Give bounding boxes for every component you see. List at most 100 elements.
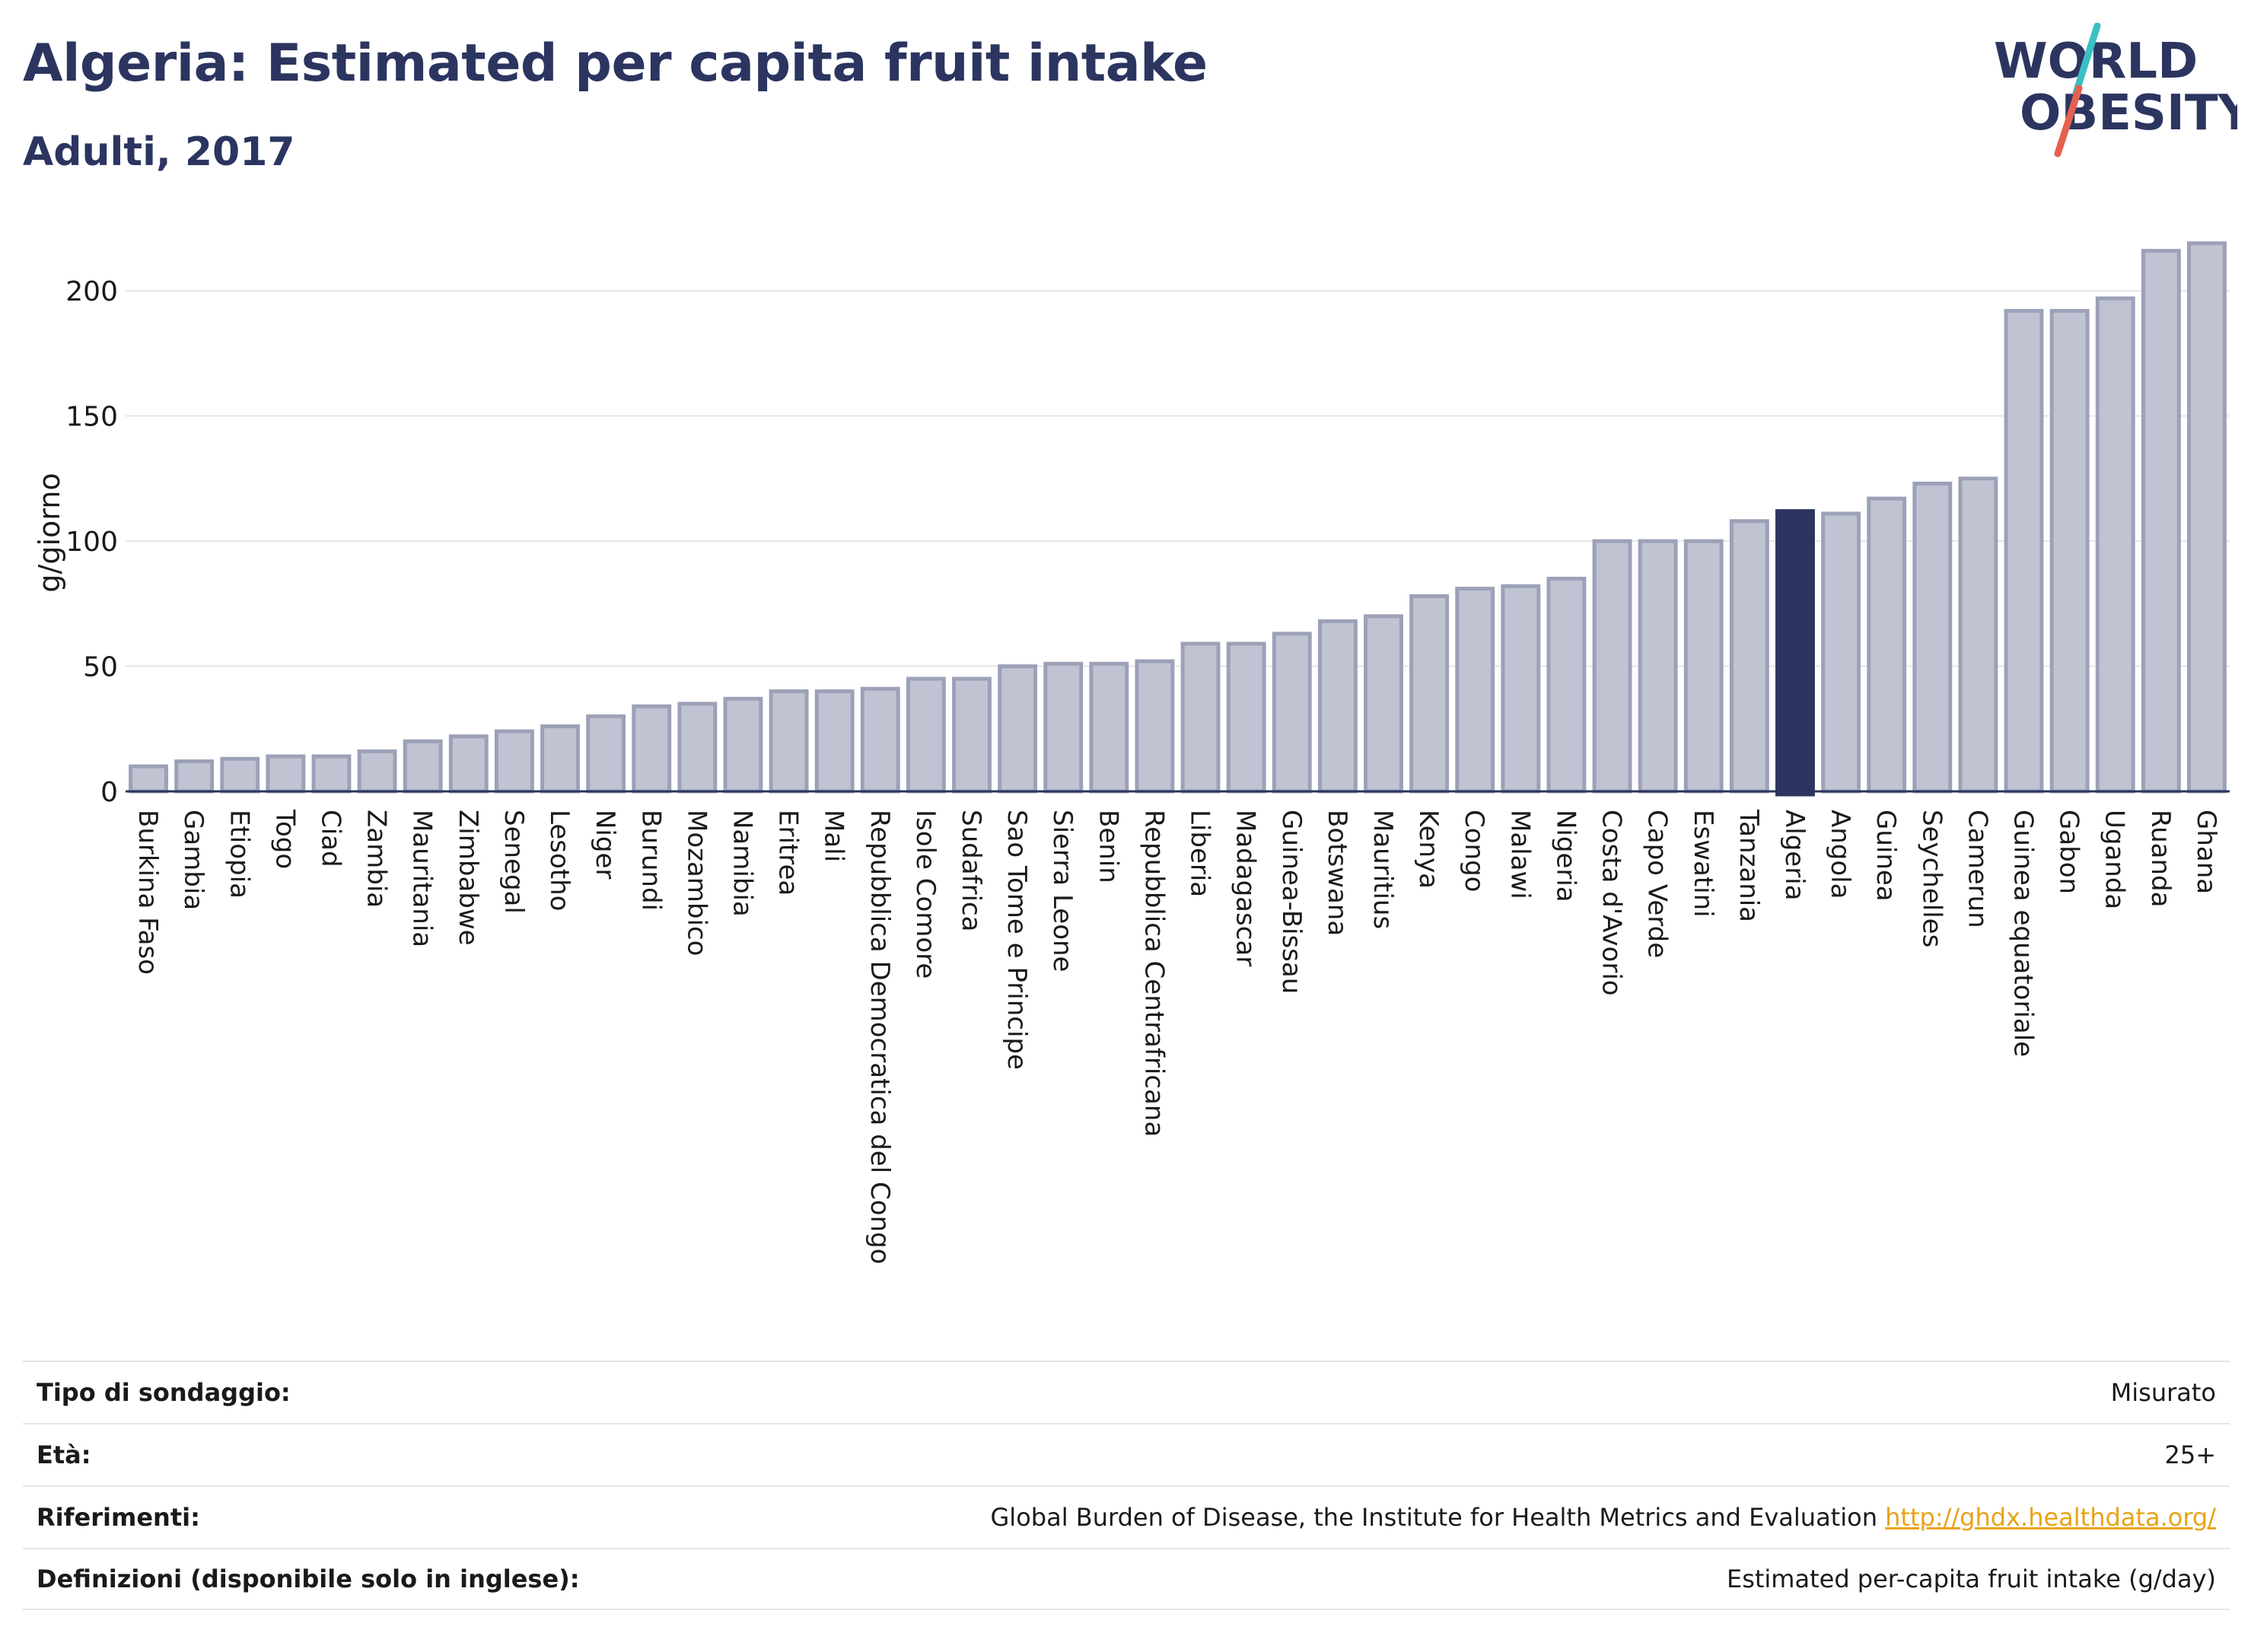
- bar: [586, 714, 626, 794]
- info-label: Età:: [37, 1440, 91, 1469]
- reference-link[interactable]: http://ghdx.healthdata.org/: [1885, 1503, 2216, 1532]
- bar: [1455, 587, 1495, 794]
- bar: [2004, 309, 2044, 794]
- x-tick-label: Isole Comore: [910, 810, 941, 979]
- x-tick-label: Etiopia: [224, 810, 254, 899]
- info-label: Riferimenti:: [37, 1503, 200, 1532]
- info-row-survey-type: Tipo di sondaggio: Misurato: [23, 1361, 2230, 1423]
- bar-chart: 0 50 100 150 200 g/giorno Burkina Faso Gambia…: [33, 241, 2230, 1264]
- bar: [860, 686, 900, 794]
- info-label: Tipo di sondaggio:: [37, 1378, 291, 1407]
- bar: [1364, 614, 1403, 794]
- y-tick-label: 0: [100, 777, 118, 808]
- info-value: Global Burden of Disease, the Institute …: [991, 1503, 2217, 1532]
- bars: [129, 241, 2227, 797]
- x-tick-label: Liberia: [1185, 810, 1215, 897]
- bar: [174, 759, 215, 794]
- bar: [998, 664, 1038, 794]
- x-tick-label: Capo Verde: [1642, 810, 1673, 958]
- y-axis-ticks: 0 50 100 150 200: [65, 276, 118, 808]
- info-value: Misurato: [2110, 1378, 2216, 1407]
- bar: [1272, 632, 1312, 794]
- bar: [2141, 249, 2181, 794]
- bar: [1317, 619, 1358, 794]
- bar: [1638, 539, 1678, 794]
- bar: [403, 739, 443, 794]
- x-tick-label: Eswatini: [1688, 810, 1718, 918]
- x-tick-label: Malawi: [1504, 810, 1535, 899]
- bar: [494, 729, 534, 794]
- bar: [1867, 496, 1907, 794]
- x-tick-label: Seychelles: [1916, 810, 1947, 947]
- bar: [1683, 539, 1724, 794]
- x-tick-label: Nigeria: [1550, 810, 1581, 902]
- info-value: 25+: [2164, 1440, 2216, 1469]
- y-tick-label: 150: [65, 402, 118, 433]
- logo-line-1: WORLD: [1994, 33, 2198, 90]
- bar: [1729, 519, 1769, 794]
- x-tick-label: Benin: [1093, 810, 1123, 883]
- bar: [1501, 584, 1541, 794]
- bar-highlight: [1775, 509, 1815, 797]
- x-tick-label: Ghana: [2191, 810, 2221, 894]
- x-tick-label: Madagascar: [1231, 810, 1261, 966]
- x-tick-label: Costa d'Avorio: [1597, 810, 1627, 996]
- x-tick-label: Burundi: [635, 810, 666, 911]
- x-axis-ticks: Burkina Faso Gambia Etiopia Togo Ciad Zambia M…: [132, 809, 2221, 1264]
- bar: [952, 676, 992, 794]
- x-tick-label: Ciad: [315, 810, 345, 867]
- bar: [723, 696, 763, 794]
- y-tick-label: 200: [65, 276, 118, 307]
- bar: [129, 764, 168, 794]
- bar: [1912, 481, 1953, 794]
- info-row-age: Età: 25+: [23, 1423, 2230, 1485]
- bar: [677, 702, 718, 794]
- bar: [2187, 241, 2227, 794]
- reference-text: Global Burden of Disease, the Institute …: [990, 1503, 1877, 1532]
- x-tick-label: Senegal: [498, 810, 529, 914]
- x-tick-label: Sao Tome e Principe: [1001, 810, 1032, 1070]
- x-tick-label: Burkina Faso: [132, 810, 163, 975]
- bar: [906, 676, 946, 794]
- x-tick-label: Gabon: [2054, 810, 2084, 894]
- x-tick-label: Zambia: [361, 810, 392, 908]
- x-tick-label: Sierra Leone: [1047, 810, 1078, 972]
- x-tick-label: Mauritius: [1367, 810, 1398, 929]
- x-tick-label: Togo: [269, 809, 300, 869]
- logo-slash-bottom: [2054, 84, 2083, 158]
- bar: [1135, 659, 1175, 794]
- x-tick-label: Tanzania: [1734, 809, 1764, 922]
- x-tick-label: Kenya: [1413, 810, 1444, 889]
- bar: [357, 749, 397, 794]
- x-tick-label: Repubblica Centrafricana: [1138, 810, 1169, 1137]
- bar: [1546, 576, 1587, 794]
- logo-slash-top: [2072, 23, 2101, 97]
- world-obesity-logo: WORLD OBESITY: [1994, 23, 2237, 158]
- chart-subtitle: Adulti, 2017: [23, 129, 295, 175]
- bar: [1958, 476, 1998, 794]
- info-label: Definizioni (disponibile solo in inglese…: [37, 1564, 580, 1593]
- x-tick-label: Mauritania: [407, 810, 438, 947]
- bar: [2095, 296, 2135, 794]
- x-tick-label: Eritrea: [773, 810, 804, 896]
- bar: [220, 756, 260, 794]
- bar: [266, 754, 306, 794]
- x-tick-label: Guinea-Bissau: [1276, 810, 1307, 994]
- x-tick-label: Gambia: [178, 810, 209, 910]
- y-tick-label: 100: [65, 527, 118, 558]
- bar: [632, 704, 672, 794]
- x-tick-label: Algeria: [1779, 810, 1810, 900]
- info-value: Estimated per-capita fruit intake (g/day…: [1726, 1564, 2216, 1593]
- bar: [1409, 594, 1450, 794]
- x-tick-label: Congo: [1459, 810, 1489, 892]
- x-tick-label: Mozambico: [681, 810, 712, 956]
- x-tick-label: Camerun: [1962, 810, 1992, 928]
- x-tick-label: Angola: [1825, 810, 1855, 899]
- x-tick-label: Uganda: [2100, 810, 2130, 909]
- bar: [1592, 539, 1632, 794]
- x-tick-label: Repubblica Democratica del Congo: [864, 810, 895, 1264]
- bar: [814, 689, 855, 794]
- y-axis-label: g/giorno: [33, 473, 66, 592]
- x-tick-label: Botswana: [1322, 810, 1352, 936]
- info-row-references: Riferimenti: Global Burden of Disease, t…: [23, 1485, 2230, 1548]
